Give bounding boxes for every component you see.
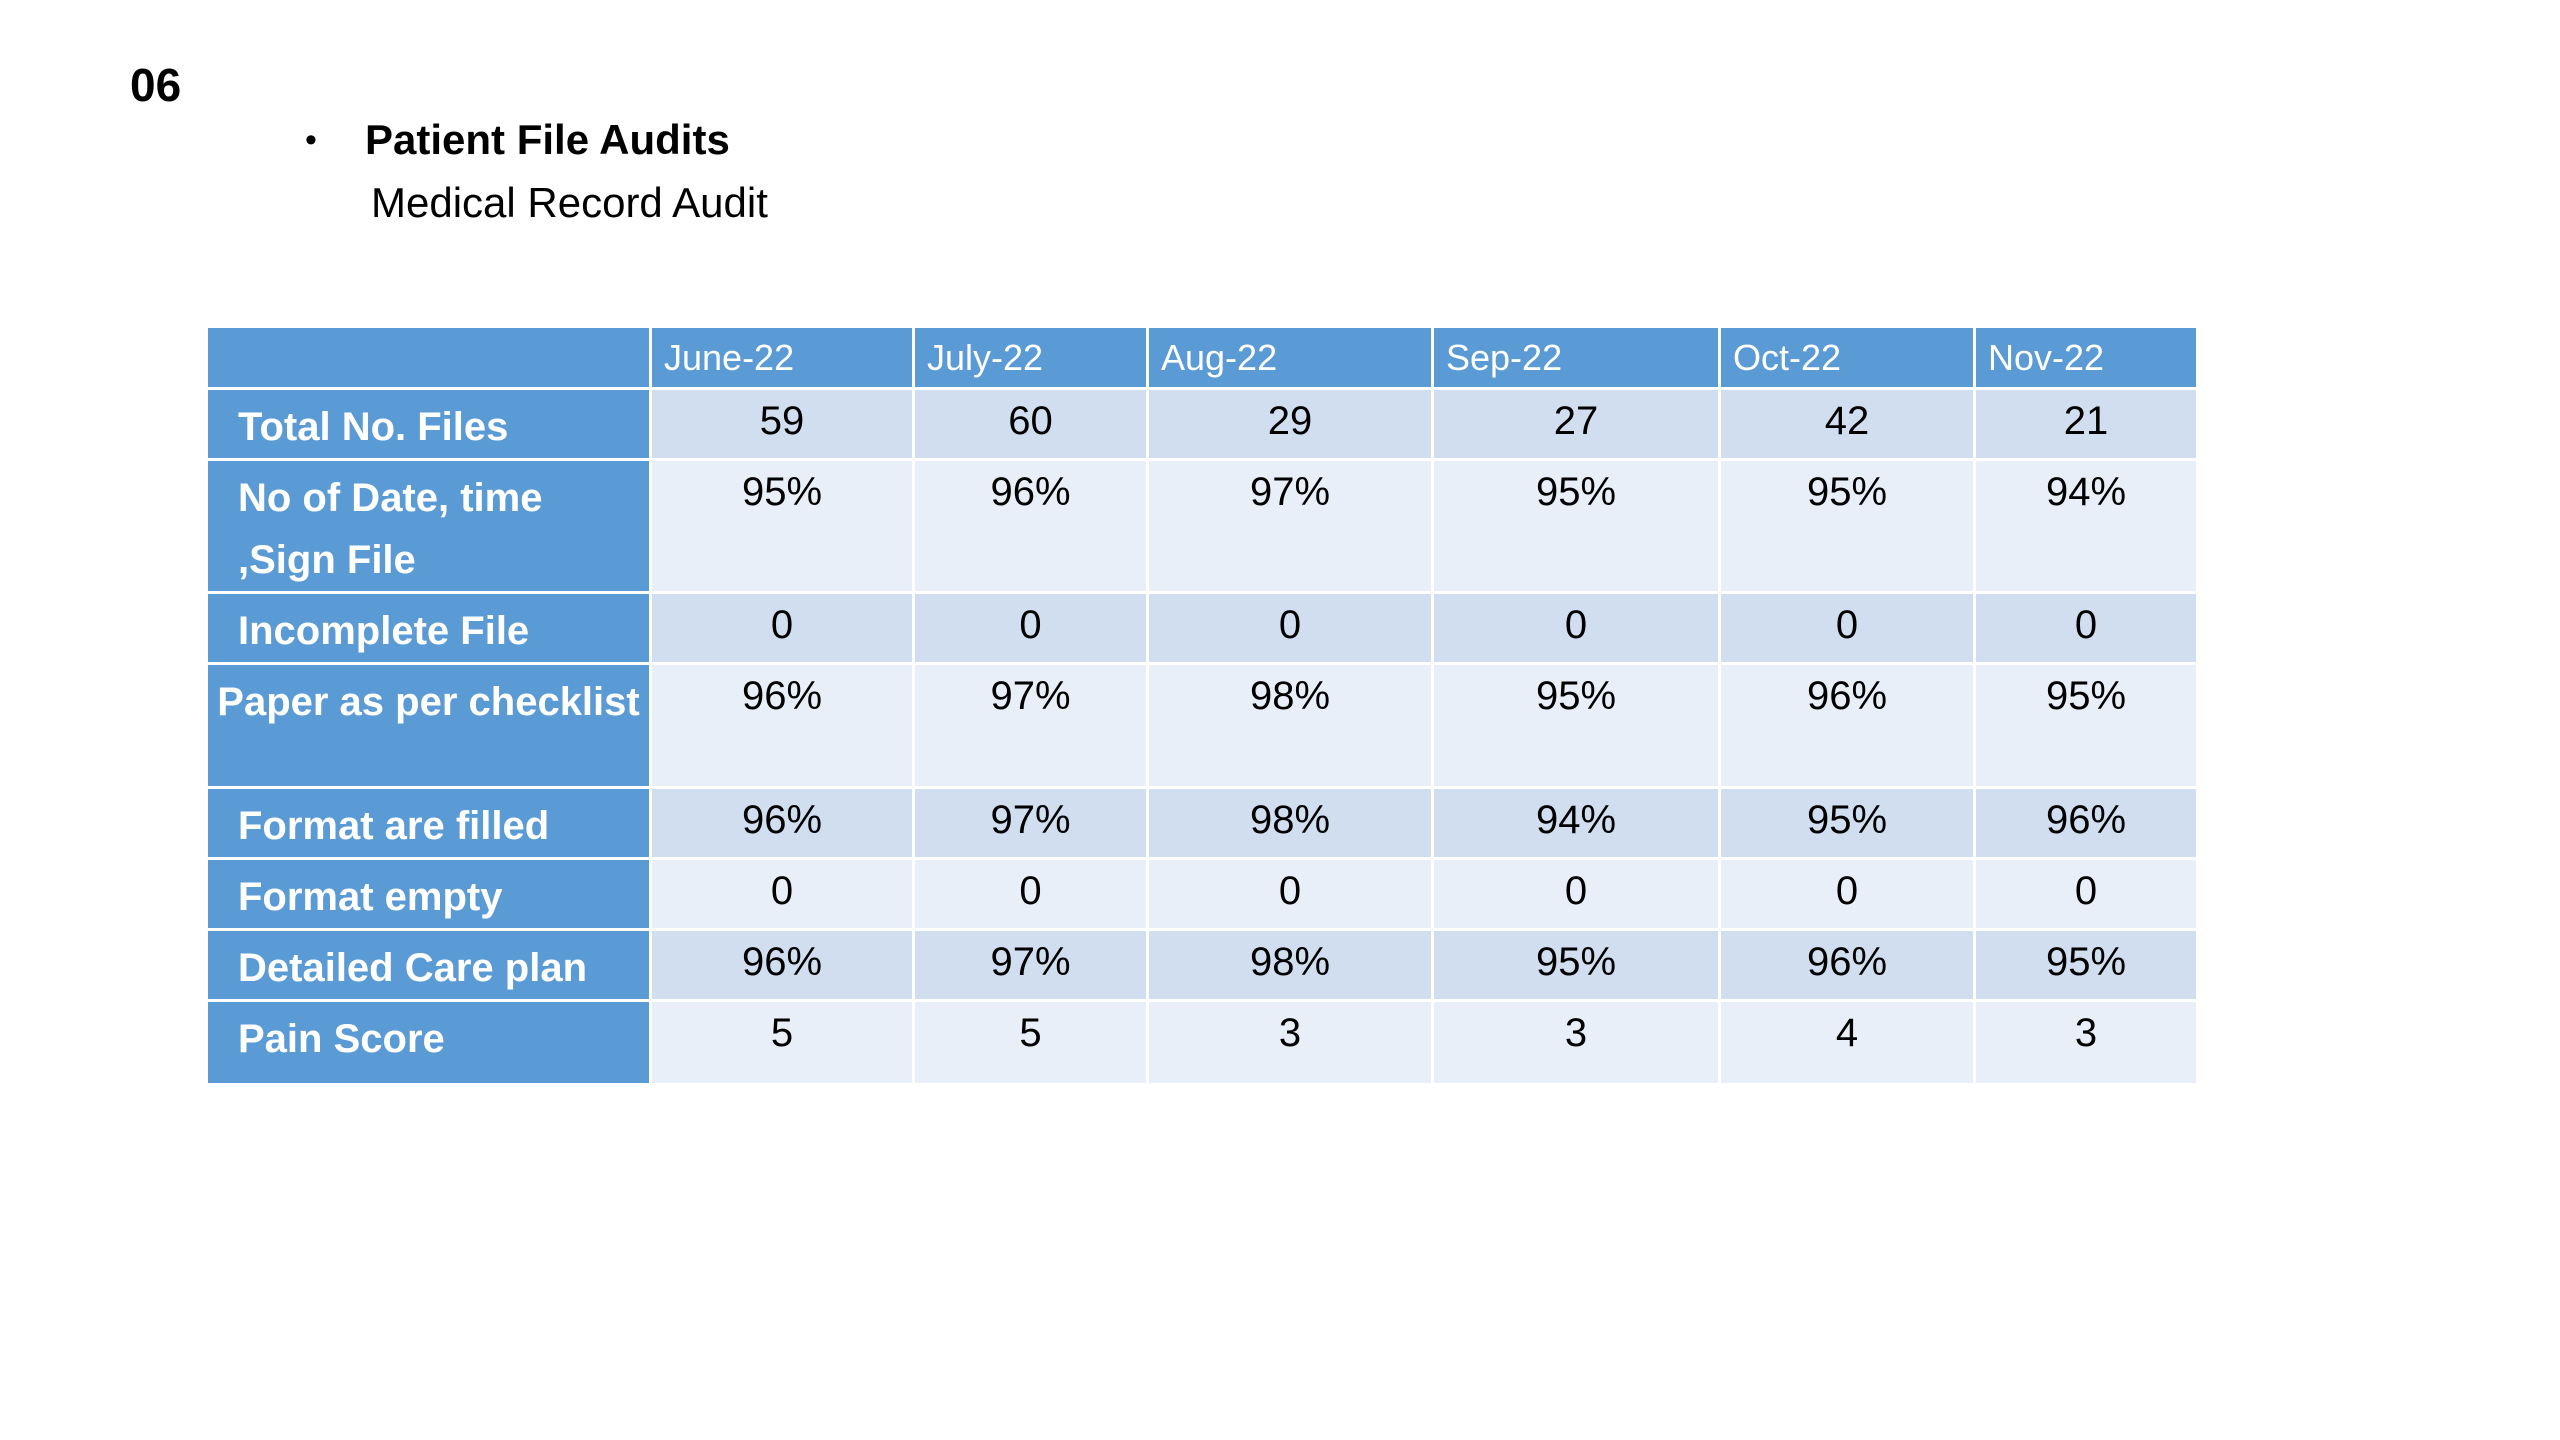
row-label: Format are filled — [205, 786, 652, 860]
table-cell: 95% — [1973, 928, 2199, 1002]
row-label: Total No. Files — [205, 387, 652, 461]
table-cell: 0 — [1718, 857, 1976, 931]
bullet-line: • Patient File Audits — [305, 112, 768, 168]
table-cell: 3 — [1146, 999, 1434, 1086]
table-row: Format are filled 96% 97% 98% 94% 95% 96… — [205, 786, 2199, 860]
column-header: Sep-22 — [1431, 325, 1721, 390]
table-cell: 96% — [1973, 786, 2199, 860]
table-row: Total No. Files 59 60 29 27 42 21 — [205, 387, 2199, 461]
audit-table: June-22 July-22 Aug-22 Sep-22 Oct-22 Nov… — [205, 325, 2199, 1086]
table-cell: 94% — [1431, 786, 1721, 860]
table-cell: 0 — [649, 591, 915, 665]
table-cell: 29 — [1146, 387, 1434, 461]
table-cell: 96% — [1718, 928, 1976, 1002]
table-cell: 42 — [1718, 387, 1976, 461]
table-cell: 0 — [649, 857, 915, 931]
row-label: Detailed Care plan — [205, 928, 652, 1002]
table-cell: 0 — [1146, 857, 1434, 931]
table-cell: 94% — [1973, 458, 2199, 594]
table-cell: 97% — [1146, 458, 1434, 594]
table-cell: 0 — [912, 857, 1149, 931]
table-cell: 95% — [1431, 928, 1721, 1002]
slide-heading: Patient File Audits — [365, 116, 730, 163]
table-row: Incomplete File 0 0 0 0 0 0 — [205, 591, 2199, 665]
table-cell: 98% — [1146, 662, 1434, 789]
table-cell: 97% — [912, 662, 1149, 789]
column-header: Oct-22 — [1718, 325, 1976, 390]
bullet-block: • Patient File Audits Medical Record Aud… — [305, 112, 768, 226]
table-cell: 96% — [649, 786, 915, 860]
table-cell: 0 — [1718, 591, 1976, 665]
row-label: No of Date, time ,Sign File — [205, 458, 652, 594]
bullet-icon: • — [305, 121, 317, 159]
table-cell: 5 — [649, 999, 915, 1086]
table-cell: 0 — [1973, 857, 2199, 931]
table-cell: 4 — [1718, 999, 1976, 1086]
table-cell: 60 — [912, 387, 1149, 461]
table-corner-cell — [205, 325, 652, 390]
table-cell: 97% — [912, 786, 1149, 860]
slide-number: 06 — [130, 59, 182, 111]
table-cell: 95% — [1973, 662, 2199, 789]
table-header-row: June-22 July-22 Aug-22 Sep-22 Oct-22 Nov… — [205, 325, 2199, 390]
column-header: Aug-22 — [1146, 325, 1434, 390]
slide-subheading: Medical Record Audit — [371, 179, 768, 226]
table-cell: 95% — [1431, 662, 1721, 789]
table-cell: 0 — [1973, 591, 2199, 665]
row-label: Pain Score — [205, 999, 652, 1086]
table-cell: 95% — [1431, 458, 1721, 594]
table-cell: 27 — [1431, 387, 1721, 461]
table-cell: 96% — [1718, 662, 1976, 789]
table-cell: 0 — [912, 591, 1149, 665]
column-header: June-22 — [649, 325, 915, 390]
row-label: Format empty — [205, 857, 652, 931]
table-cell: 0 — [1146, 591, 1434, 665]
table-row: No of Date, time ,Sign File 95% 96% 97% … — [205, 458, 2199, 594]
table-cell: 59 — [649, 387, 915, 461]
table-cell: 95% — [1718, 458, 1976, 594]
table-cell: 3 — [1431, 999, 1721, 1086]
table-cell: 96% — [649, 928, 915, 1002]
table-cell: 5 — [912, 999, 1149, 1086]
table-cell: 3 — [1973, 999, 2199, 1086]
table-cell: 98% — [1146, 786, 1434, 860]
table-cell: 97% — [912, 928, 1149, 1002]
table-cell: 95% — [649, 458, 915, 594]
table-cell: 96% — [649, 662, 915, 789]
table-row: Pain Score 5 5 3 3 4 3 — [205, 999, 2199, 1086]
table-cell: 0 — [1431, 857, 1721, 931]
table-cell: 95% — [1718, 786, 1976, 860]
column-header: Nov-22 — [1973, 325, 2199, 390]
table-cell: 96% — [912, 458, 1149, 594]
table-row: Paper as per checklist 96% 97% 98% 95% 9… — [205, 662, 2199, 789]
table-cell: 98% — [1146, 928, 1434, 1002]
column-header: July-22 — [912, 325, 1149, 390]
table-row: Format empty 0 0 0 0 0 0 — [205, 857, 2199, 931]
row-label: Incomplete File — [205, 591, 652, 665]
table-cell: 21 — [1973, 387, 2199, 461]
table-cell: 0 — [1431, 591, 1721, 665]
table-row: Detailed Care plan 96% 97% 98% 95% 96% 9… — [205, 928, 2199, 1002]
row-label: Paper as per checklist — [205, 662, 652, 789]
